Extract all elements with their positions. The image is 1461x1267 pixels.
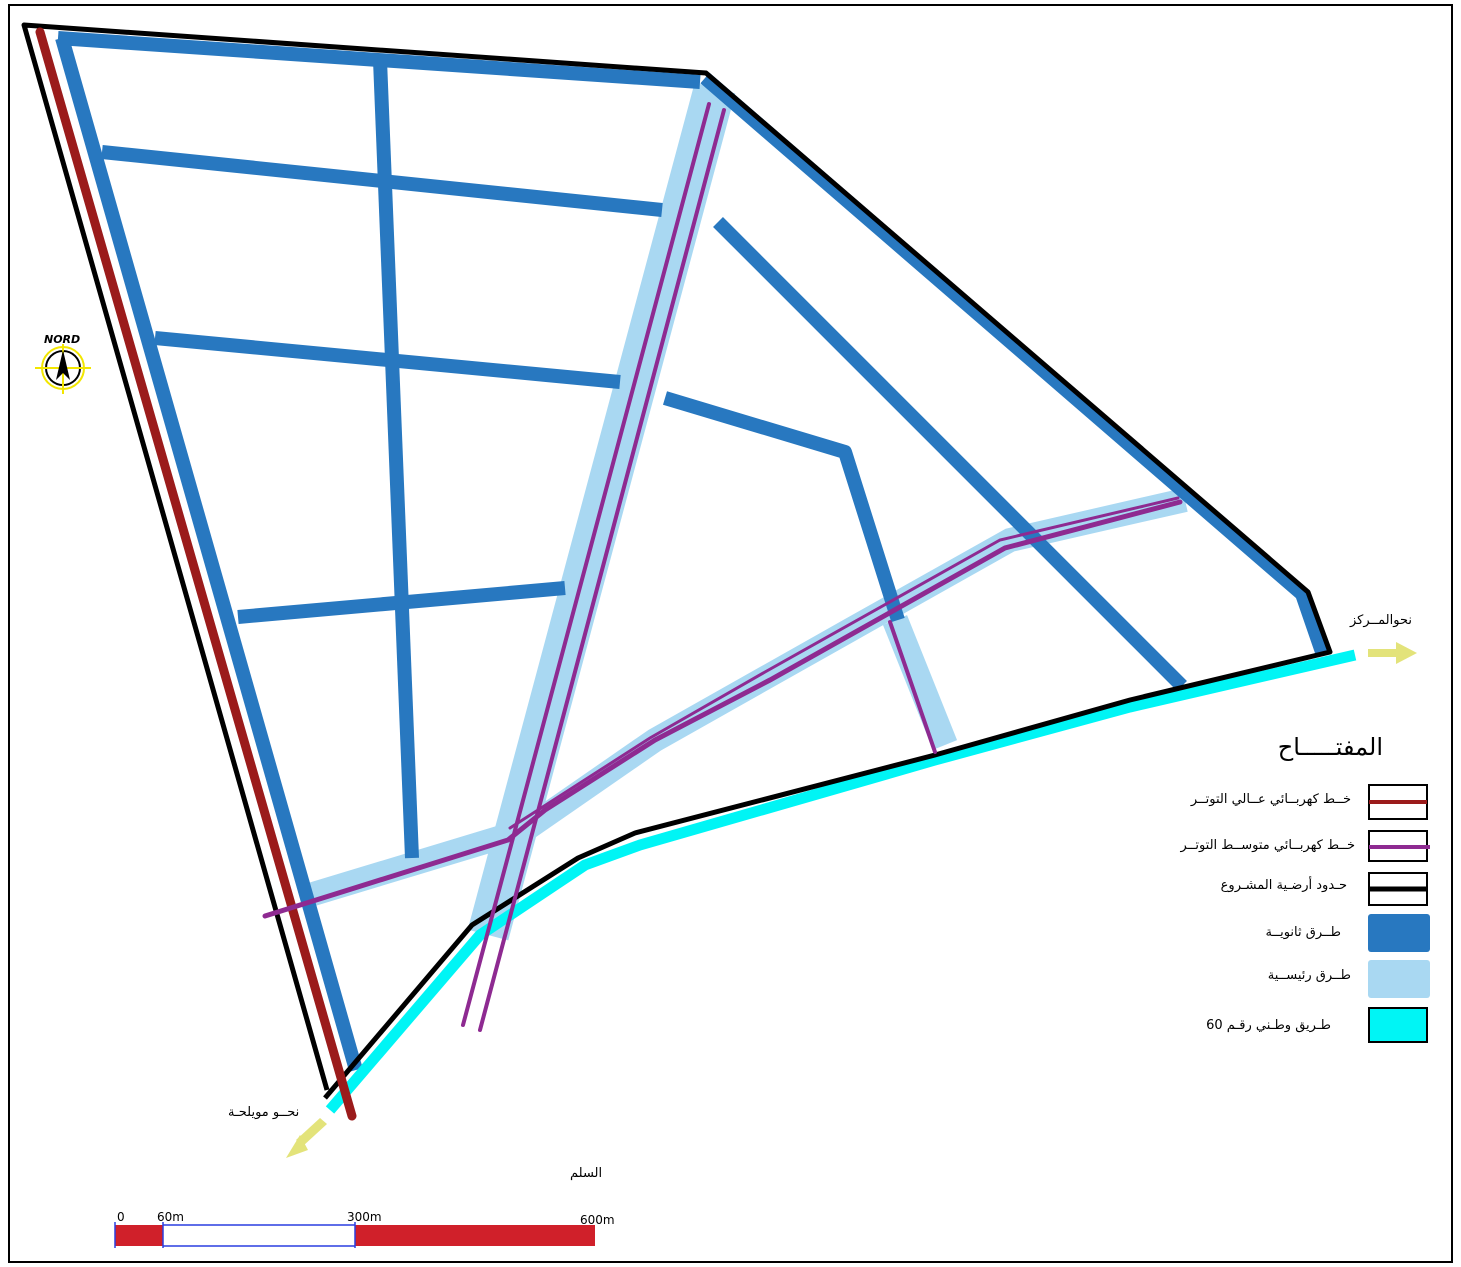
- secondary-road-bend: [662, 391, 905, 623]
- legend-swatch-high-voltage: [1368, 784, 1428, 820]
- national-road-60: [325, 649, 1357, 1114]
- medium-voltage-lines: [262, 102, 1183, 1032]
- secondary-road-west-edge: [55, 36, 363, 1072]
- scale-tick-0: 0: [117, 1210, 125, 1224]
- legend-label-secondary-roads: طــرق ثانويــة: [1265, 925, 1341, 940]
- secondary-road-vertical: [373, 59, 419, 859]
- legend-swatch-main-roads: [1368, 960, 1430, 998]
- legend-label-national-road: طـريق وطـني رقـم 60: [1206, 1018, 1331, 1033]
- legend-swatch-national-road: [1368, 1007, 1428, 1043]
- legend-label-high-voltage: خــط كهربــائي عــالي التوتــر: [1190, 792, 1351, 807]
- legend-swatch-boundary: [1368, 872, 1428, 906]
- scale-bar: [114, 1222, 595, 1248]
- secondary-roads: [55, 31, 1329, 1072]
- legend-swatch-medium-voltage: [1368, 830, 1430, 862]
- scale-tick-600m: 600m: [580, 1213, 615, 1227]
- arrow-towards-mouilha: [286, 1118, 327, 1158]
- project-boundary: [21, 22, 1333, 1100]
- secondary-road-top: [57, 31, 701, 89]
- north-arrow-icon: [35, 344, 91, 394]
- legend-label-main-roads: طــرق رئيســية: [1267, 968, 1351, 983]
- arrow-towards-center: [1368, 642, 1417, 664]
- secondary-road-east-diagonal: [713, 217, 1187, 691]
- high-voltage-line: [35, 27, 357, 1121]
- legend-swatch-secondary-roads: [1368, 914, 1430, 952]
- legend-title: المفتـــــاح: [1277, 733, 1383, 761]
- legend-label-boundary: حـدود أرضـية المشـروع: [1220, 878, 1347, 893]
- main-road-south-spur: [882, 615, 958, 750]
- label-towards-mouilha: نحــو مويلحـة: [228, 1105, 300, 1120]
- legend-swatches: [1368, 784, 1430, 1043]
- legend-label-medium-voltage: خــط كهربــائي متوســط التوتــر: [1180, 838, 1355, 853]
- label-towards-center: نحوالمــركز: [1350, 613, 1412, 628]
- north-label: NORD: [44, 333, 81, 346]
- main-roads: [296, 82, 1188, 941]
- scale-tick-60m: 60m: [157, 1210, 184, 1224]
- secondary-road-northeast-edge: [700, 72, 1329, 655]
- scale-tick-300m: 300m: [347, 1210, 382, 1224]
- scale-title: السلم: [570, 1166, 603, 1181]
